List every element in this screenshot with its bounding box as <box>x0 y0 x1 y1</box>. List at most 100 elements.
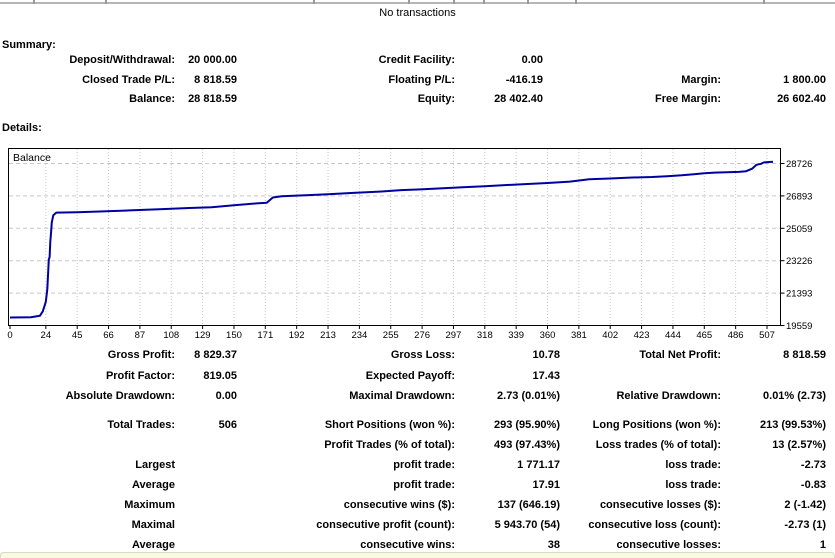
stat-value: 819.05 <box>203 369 237 382</box>
stat-value: -0.83 <box>800 479 826 491</box>
table-column-divider <box>575 0 577 4</box>
stat-label: Maximal Drawdown: <box>349 390 455 402</box>
x-axis-tick-label: 0 <box>7 330 12 341</box>
x-axis-tick-label: 507 <box>759 330 775 341</box>
table-column-divider <box>33 0 35 4</box>
stat-label: Relative Drawdown: <box>616 390 721 402</box>
stat-row: Maximal consecutive profit (count): 5 943.… <box>0 519 835 533</box>
stat-value: 1 <box>819 539 826 551</box>
y-axis-tick-label: 25059 <box>786 224 812 235</box>
stat-row: Absolute Drawdown: 0.00 Maximal Drawdown: 2… <box>0 390 835 404</box>
x-axis-tick-label: 24 <box>41 330 52 341</box>
table-column-divider <box>313 0 315 4</box>
x-axis-tick-label: 402 <box>602 330 618 341</box>
stat-label: Absolute Drawdown: <box>65 390 175 402</box>
table-header-border <box>0 2 835 4</box>
table-header-remnant <box>0 0 835 5</box>
stat-value: 293 (95.90%) <box>493 419 560 431</box>
x-axis-tick-label: 45 <box>72 330 83 341</box>
x-axis-tick-label: 423 <box>634 330 650 341</box>
stat-value: 26 602.40 <box>777 93 826 106</box>
stat-label: Floating P/L: <box>388 73 455 86</box>
stat-value: 5 943.70 (54) <box>494 519 560 531</box>
balance-line <box>9 160 774 319</box>
x-axis-tick-label: 360 <box>540 330 556 341</box>
stat-label: profit trade: <box>393 459 455 471</box>
stat-value: -2.73 <box>800 459 826 471</box>
stat-row: Maximum consecutive wins ($): 137 (646.19)… <box>0 499 835 513</box>
details-title: Details: <box>2 122 42 134</box>
stat-value: 8 829.37 <box>194 349 237 361</box>
stat-label: loss trade: <box>665 479 721 491</box>
y-axis-tick-label: 19559 <box>786 321 812 332</box>
stat-label: consecutive losses ($): <box>599 499 721 511</box>
stat-label: Gross Loss: <box>390 349 455 361</box>
chart-plot-background <box>8 148 781 326</box>
x-axis-tick-label: 66 <box>103 330 114 341</box>
y-axis-tick-label: 26893 <box>786 191 812 202</box>
stat-value: 8 818.59 <box>194 73 237 86</box>
stat-label: Margin: <box>681 73 721 86</box>
x-axis-tick-label: 255 <box>383 330 399 341</box>
stat-row: Average consecutive wins: 38 consecutive lo… <box>0 539 835 553</box>
stat-label: Total Net Profit: <box>639 349 721 361</box>
stat-value: 213 (99.53%) <box>759 419 826 431</box>
stat-label: Maximum <box>124 499 175 511</box>
stat-label: Expected Payoff: <box>365 369 455 382</box>
stat-label: Profit Factor: <box>105 369 175 382</box>
table-column-divider <box>453 0 455 4</box>
stat-label: profit trade: <box>393 479 455 491</box>
stat-value: 20 000.00 <box>188 54 237 66</box>
x-axis-tick-label: 234 <box>351 330 367 341</box>
stat-value: 8 818.59 <box>783 349 826 361</box>
stat-label: Short Positions (won %): <box>324 419 455 431</box>
stat-label: Profit Trades (% of total): <box>324 439 455 451</box>
stat-value: 17.43 <box>532 369 560 382</box>
x-axis-tick-label: 87 <box>135 330 146 341</box>
stat-label: consecutive loss (count): <box>588 519 721 531</box>
stat-label: Balance: <box>129 93 175 106</box>
stat-value: 506 <box>218 419 237 431</box>
stat-label: Free Margin: <box>654 93 721 106</box>
stat-value: 0.01% (2.73) <box>763 390 826 402</box>
x-axis-tick-label: 486 <box>728 330 744 341</box>
stat-value: 2 (-1.42) <box>784 499 826 511</box>
stat-row: Profit Factor: 819.05 Expected Payoff: 17.4… <box>0 370 835 384</box>
stat-label: Largest <box>135 459 175 471</box>
summary-title: Summary: <box>2 39 56 51</box>
table-column-divider <box>763 0 765 4</box>
y-axis-tick-label: 23226 <box>786 256 812 267</box>
balance-chart-svg: 0 24 45 66 87 108 129 150 171 192 213 234 255 276 297 3… <box>7 148 812 341</box>
stat-value: 10.78 <box>532 349 560 361</box>
x-axis-tick-label: 171 <box>257 330 273 341</box>
stat-value: 0.00 <box>215 390 237 402</box>
stat-row: Total Trades: 506 Short Positions (won %):… <box>0 419 835 433</box>
x-axis-tick-label: 465 <box>696 330 712 341</box>
stat-label: Loss trades (% of total): <box>595 439 721 451</box>
x-axis-tick-label: 339 <box>508 330 524 341</box>
stat-value: -2.73 (1) <box>784 519 826 531</box>
stat-row: Largest profit trade: 1 771.17 loss trade: -… <box>0 459 835 473</box>
y-axis-tick-label: 21393 <box>786 289 812 300</box>
stat-value: 1 771.17 <box>517 459 560 471</box>
x-axis-tick-label: 150 <box>226 330 242 341</box>
stat-label: consecutive wins ($): <box>343 499 455 511</box>
stat-value: 38 <box>547 539 560 551</box>
stat-label: Credit Facility: <box>378 54 455 66</box>
stat-row: Gross Profit: 8 829.37 Gross Loss: 10.78 Tot… <box>0 349 835 363</box>
x-axis-tick-label: 213 <box>320 330 336 341</box>
x-axis-tick-label: 192 <box>289 330 305 341</box>
bottom-highlight-strip <box>0 552 835 558</box>
stat-value: 13 (2.57%) <box>772 439 826 451</box>
stat-value: 137 (646.19) <box>497 499 560 511</box>
stat-row: Deposit/Withdrawal: 20 000.00 Credit Facil… <box>0 54 835 68</box>
balance-chart: 0 24 45 66 87 108 129 150 171 192 213 234 255 276 297 3… <box>7 148 835 343</box>
stat-value: 1 800.00 <box>783 73 826 86</box>
stat-row: Closed Trade P/L: 8 818.59 Floating P/L: -4… <box>0 74 835 88</box>
stat-label: loss trade: <box>665 459 721 471</box>
x-axis-tick-label: 129 <box>195 330 211 341</box>
stat-label: Maximal <box>131 519 175 531</box>
stat-value: 493 (97.43%) <box>493 439 560 451</box>
stat-label: Total Trades: <box>107 419 175 431</box>
